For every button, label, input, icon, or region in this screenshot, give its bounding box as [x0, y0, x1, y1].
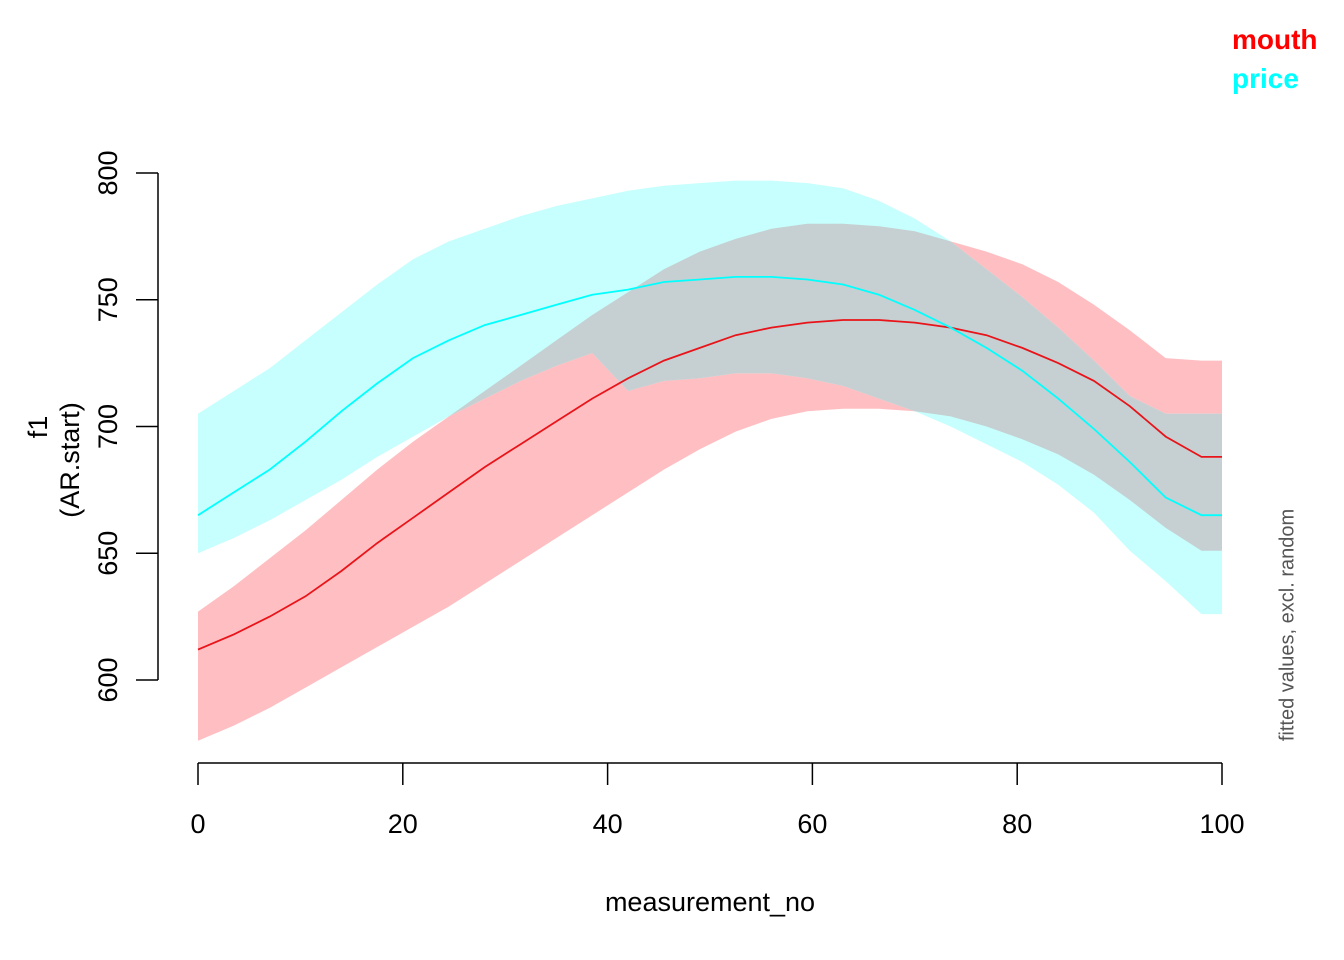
y-axis-title: f1 — [23, 416, 53, 439]
x-tick-label: 40 — [593, 809, 623, 839]
x-tick-label: 20 — [388, 809, 418, 839]
legend-price: price — [1232, 63, 1299, 94]
axes — [136, 172, 1223, 785]
y-tick-label: 750 — [93, 277, 123, 322]
labels: 600 650 700 750 800 0 20 40 60 80 100 measurement_n… — [23, 24, 1317, 917]
mouth-fit-line — [197, 319, 1222, 651]
confidence-bands — [198, 180, 1222, 741]
price-fit-line — [197, 276, 1222, 517]
y-tick-label: 800 — [93, 150, 123, 195]
y-tick-label: 600 — [93, 657, 123, 702]
y-tick-label: 650 — [93, 531, 123, 576]
y-tick-label: 700 — [93, 404, 123, 449]
y-axis-subtitle: (AR.start) — [55, 402, 85, 518]
x-tick-label: 80 — [1002, 809, 1032, 839]
legend-mouth: mouth — [1232, 24, 1318, 55]
x-tick-label: 100 — [1199, 809, 1244, 839]
x-tick-label: 0 — [190, 809, 205, 839]
side-note: fitted values, excl. random — [1276, 509, 1298, 741]
x-tick-label: 60 — [797, 809, 827, 839]
fit-lines — [197, 276, 1222, 651]
x-axis-title: measurement_no — [605, 887, 815, 917]
